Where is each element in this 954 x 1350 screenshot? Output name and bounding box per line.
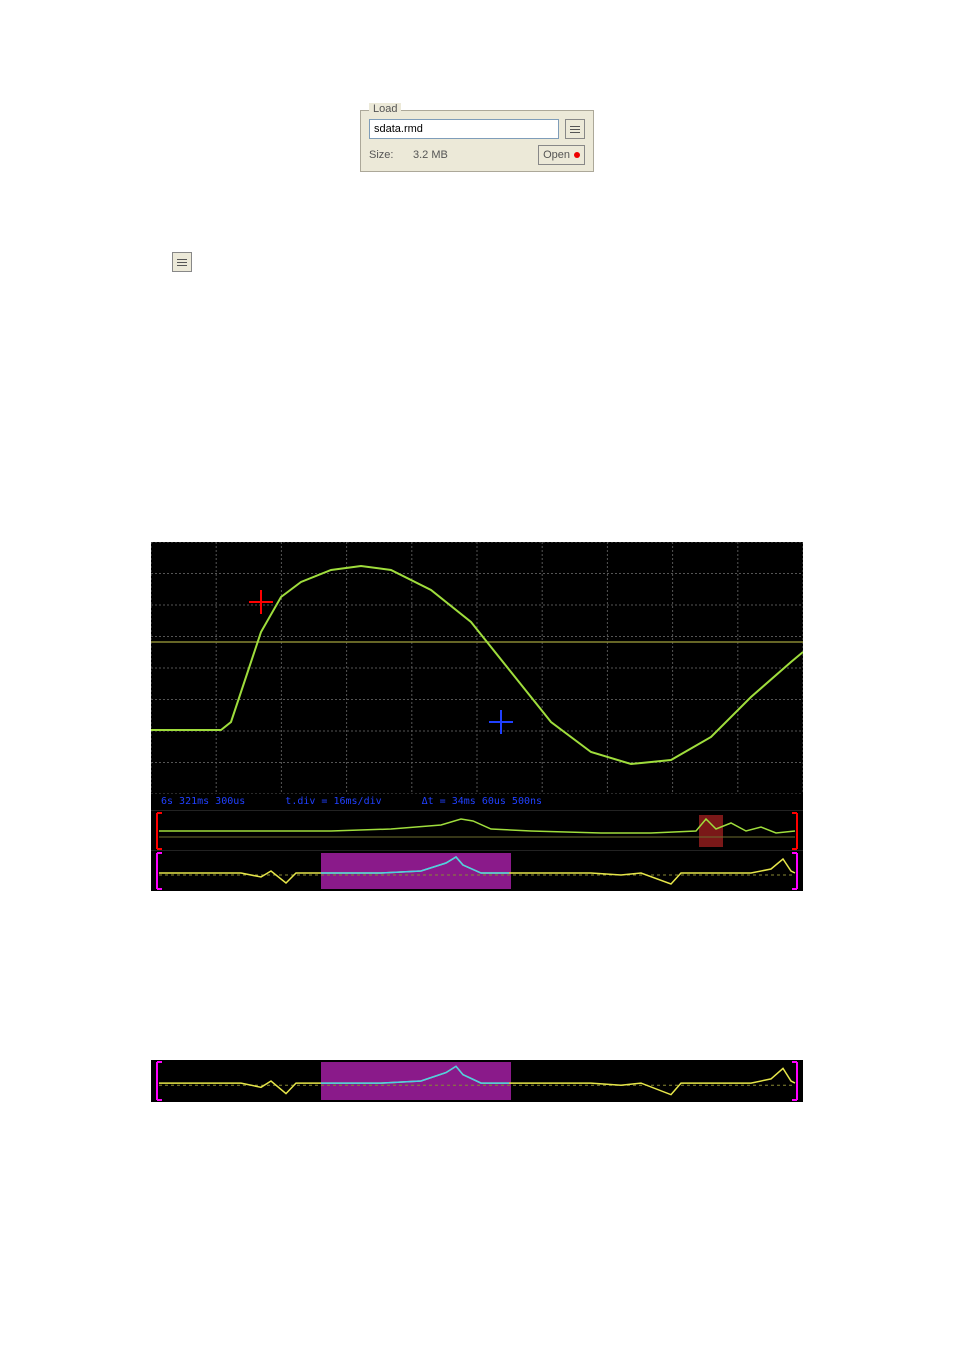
scope-overview-svg [151,811,803,851]
scope-main-svg [151,542,803,794]
scope-tdiv: t.div = 16ms/div [285,796,381,808]
scope-dt: Δt = 34ms 60us 500ns [422,796,542,808]
open-button-label: Open [543,149,570,161]
browse-icon[interactable] [565,119,585,139]
load-legend: Load [369,103,401,115]
scope-t0: 6s 321ms 300us [161,796,245,808]
scope-display: 6s 321ms 300us t.div = 16ms/div Δt = 34m… [151,542,803,890]
browse-icon-inline[interactable] [172,252,192,272]
open-button[interactable]: Open [538,145,585,165]
navigation-bar-svg [151,1060,803,1102]
scope-status-bar: 6s 321ms 300us t.div = 16ms/div Δt = 34m… [151,794,803,810]
size-value: 3.2 MB [409,149,538,161]
scope-nav[interactable] [151,850,803,890]
scope-overview[interactable] [151,810,803,850]
load-panel: Load Size: 3.2 MB Open [360,110,594,172]
scope-main[interactable] [151,542,803,794]
navigation-bar[interactable] [151,1060,803,1102]
scope-nav-svg [151,851,803,891]
filename-input[interactable] [369,119,559,139]
size-label: Size: [369,149,409,161]
open-indicator-icon [574,152,580,158]
